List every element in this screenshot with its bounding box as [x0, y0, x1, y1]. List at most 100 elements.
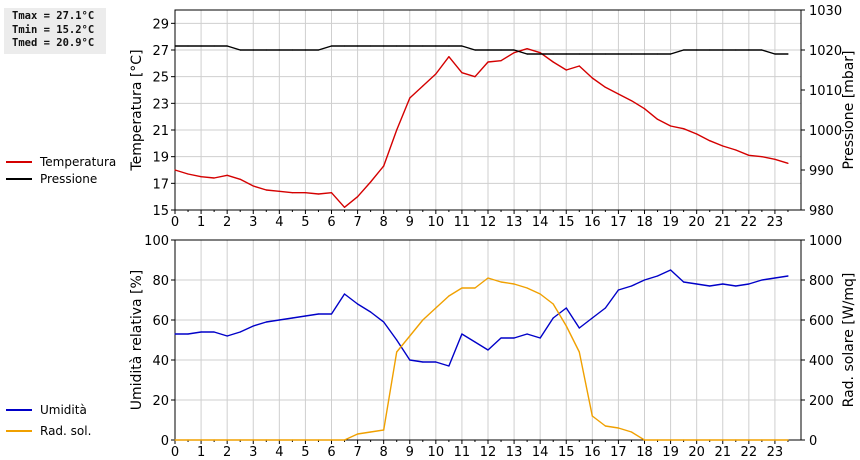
- data-point-pressione: [513, 49, 515, 51]
- data-point-temperatura: [539, 52, 541, 54]
- data-point-rad-sol: [422, 319, 424, 321]
- data-point-umidit: [409, 359, 411, 361]
- data-point-rad-sol: [735, 439, 737, 441]
- data-point-rad-sol: [383, 429, 385, 431]
- data-point-umidit: [448, 365, 450, 367]
- data-point-temperatura: [278, 190, 280, 192]
- y-tick-label-right-bottom: 800: [809, 274, 834, 289]
- x-tick-label-bottom: 17: [610, 445, 627, 460]
- plot-frame-bottom: [174, 239, 802, 441]
- data-point-temperatura: [513, 52, 515, 54]
- legend-item-pressure: Pressione: [6, 170, 116, 187]
- data-point-temperatura: [474, 76, 476, 78]
- series-line-rad-sol: [175, 277, 788, 441]
- data-point-umidit: [565, 307, 567, 309]
- data-point-temperatura: [396, 129, 398, 131]
- x-tick-label-bottom: 1: [197, 445, 205, 460]
- data-point-umidit: [383, 321, 385, 323]
- y-tick-label-left-bottom: 100: [144, 234, 169, 249]
- data-point-rad-sol: [357, 433, 359, 435]
- data-point-umidit: [630, 285, 633, 287]
- data-point-temperatura: [383, 165, 385, 167]
- y-tick-label-right-top: 990: [809, 164, 834, 179]
- data-point-rad-sol: [722, 439, 724, 441]
- y-axis-title-right-top: Pressione [mbar]: [841, 50, 857, 169]
- data-point-temperatura: [252, 185, 254, 187]
- data-point-rad-sol: [409, 335, 411, 337]
- data-point-temperatura: [643, 108, 646, 110]
- data-point-rad-sol: [774, 439, 776, 441]
- data-point-temperatura: [591, 77, 593, 79]
- data-point-pressione: [461, 45, 463, 47]
- data-point-umidit: [578, 327, 580, 329]
- data-point-umidit: [474, 341, 476, 343]
- legend-item-temperature: Temperatura: [6, 153, 116, 170]
- x-tick-label-bottom: 22: [741, 445, 758, 460]
- data-point-umidit: [748, 283, 750, 285]
- data-point-temperatura: [435, 73, 437, 75]
- data-point-pressione: [226, 45, 228, 47]
- legend-label-solar: Rad. sol.: [40, 423, 92, 438]
- data-point-pressione: [578, 53, 580, 55]
- data-point-pressione: [357, 45, 359, 47]
- data-point-rad-sol: [252, 439, 254, 441]
- y-tick-label-right-bottom: 600: [809, 314, 834, 329]
- series-line-pressione: [175, 45, 788, 55]
- x-tick-label-bottom: 14: [532, 445, 549, 460]
- data-point-temperatura: [683, 128, 685, 130]
- data-point-temperatura: [617, 93, 620, 95]
- data-point-umidit: [591, 317, 593, 319]
- y-axis-title-left-bottom: Umidità relativa [%]: [129, 270, 145, 411]
- data-point-umidit: [683, 281, 685, 283]
- series-line-umidit: [175, 269, 789, 367]
- x-tick-label-top: 4: [275, 215, 283, 230]
- data-point-rad-sol: [670, 439, 672, 441]
- x-tick-label-bottom: 11: [454, 445, 471, 460]
- data-point-rad-sol: [265, 439, 267, 441]
- x-tick-label-top: 9: [406, 215, 414, 230]
- data-point-pressione: [617, 53, 620, 55]
- data-point-rad-sol: [526, 287, 528, 289]
- data-point-temperatura: [330, 192, 333, 194]
- x-tick-label-top: 18: [636, 215, 653, 230]
- x-tick-label-top: 2: [223, 215, 231, 230]
- y-tick-label-left-top: 15: [152, 204, 169, 219]
- data-point-pressione: [487, 49, 489, 51]
- data-point-umidit: [643, 279, 646, 281]
- y-axis-title-right-bottom: Rad. solare [W/mq]: [841, 273, 857, 408]
- plot-frame-top: [174, 9, 802, 211]
- data-point-rad-sol: [748, 439, 750, 441]
- data-point-umidit: [291, 317, 293, 319]
- y-tick-label-left-bottom: 80: [152, 274, 169, 289]
- data-point-umidit: [774, 277, 776, 279]
- data-point-umidit: [200, 331, 202, 333]
- legend-label-humidity: Umidità: [40, 402, 87, 417]
- x-tick-label-bottom: 3: [249, 445, 257, 460]
- data-point-pressione: [265, 49, 267, 51]
- data-point-temperatura: [565, 69, 567, 71]
- data-point-temperatura: [317, 193, 320, 195]
- data-point-rad-sol: [474, 287, 476, 289]
- data-point-pressione: [343, 45, 346, 47]
- data-point-rad-sol: [604, 425, 607, 427]
- data-point-umidit: [278, 319, 280, 321]
- data-point-pressione: [552, 53, 554, 55]
- x-tick-label-top: 19: [662, 215, 679, 230]
- data-point-pressione: [539, 53, 541, 55]
- data-point-umidit: [539, 337, 541, 339]
- data-point-rad-sol: [683, 439, 685, 441]
- x-tick-label-top: 13: [506, 215, 523, 230]
- data-point-temperatura: [291, 192, 293, 194]
- data-point-umidit: [357, 303, 359, 305]
- x-tick-label-bottom: 2: [223, 445, 231, 460]
- y-tick-label-right-top: 1000: [809, 124, 842, 139]
- y-tick-label-left-bottom: 40: [152, 354, 169, 369]
- data-point-rad-sol: [435, 307, 437, 309]
- data-point-umidit: [304, 315, 306, 317]
- data-point-pressione: [239, 49, 241, 51]
- y-tick-label-right-top: 980: [809, 204, 834, 219]
- y-tick-label-right-bottom: 1000: [809, 234, 842, 249]
- data-point-umidit: [670, 269, 672, 271]
- data-point-pressione: [696, 49, 698, 51]
- data-point-umidit: [317, 313, 320, 315]
